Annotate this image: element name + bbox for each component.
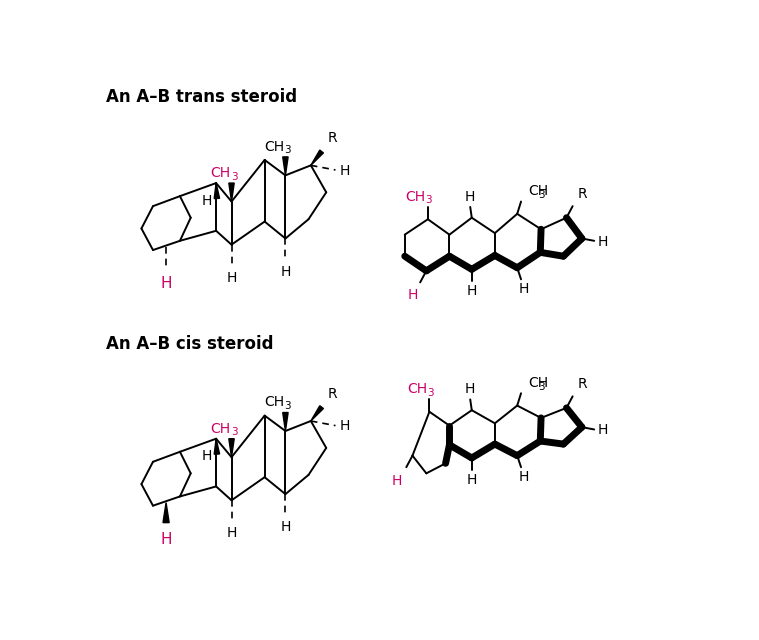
Text: R: R [328, 131, 338, 145]
Polygon shape [283, 413, 288, 431]
Polygon shape [228, 183, 235, 202]
Text: CH: CH [211, 422, 231, 436]
Text: 3: 3 [285, 401, 291, 411]
Text: R: R [328, 387, 338, 401]
Text: H: H [202, 194, 213, 208]
Text: H: H [280, 520, 291, 534]
Text: CH: CH [407, 382, 427, 396]
Text: H: H [280, 265, 291, 278]
Text: 3: 3 [426, 195, 432, 205]
Polygon shape [214, 183, 219, 198]
Text: H: H [340, 419, 351, 433]
Text: CH: CH [528, 376, 548, 390]
Text: H: H [518, 282, 528, 296]
Text: H: H [226, 271, 237, 285]
Text: CH: CH [528, 184, 548, 198]
Text: H: H [226, 527, 237, 540]
Text: H: H [467, 284, 477, 298]
Text: 3: 3 [285, 145, 291, 156]
Polygon shape [311, 150, 323, 165]
Text: H: H [340, 164, 351, 178]
Text: An A–B trans steroid: An A–B trans steroid [106, 88, 297, 106]
Text: R: R [578, 377, 587, 391]
Text: 3: 3 [538, 381, 545, 392]
Polygon shape [214, 438, 219, 454]
Text: H: H [465, 382, 474, 396]
Text: An A–B cis steroid: An A–B cis steroid [106, 335, 273, 353]
Text: 3: 3 [231, 172, 238, 182]
Text: CH: CH [265, 396, 285, 410]
Text: 3: 3 [538, 190, 545, 200]
Text: 3: 3 [231, 427, 238, 437]
Text: H: H [597, 235, 608, 248]
Text: H: H [597, 423, 608, 437]
Polygon shape [163, 502, 169, 523]
Text: H: H [408, 288, 417, 302]
Polygon shape [228, 438, 235, 457]
Text: H: H [160, 276, 172, 291]
Text: CH: CH [265, 140, 285, 154]
Text: H: H [518, 470, 528, 484]
Text: CH: CH [405, 190, 426, 204]
Text: 3: 3 [427, 388, 433, 398]
Text: H: H [467, 472, 477, 486]
Text: CH: CH [211, 166, 231, 180]
Text: H: H [160, 532, 172, 547]
Polygon shape [283, 157, 288, 175]
Text: H: H [202, 449, 213, 463]
Text: H: H [392, 474, 402, 488]
Text: H: H [465, 190, 474, 204]
Polygon shape [311, 406, 323, 421]
Text: R: R [578, 187, 587, 201]
